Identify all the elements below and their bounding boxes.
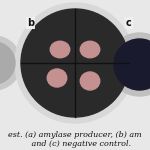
Circle shape [15,3,135,123]
Ellipse shape [80,41,100,58]
Ellipse shape [47,69,67,87]
Ellipse shape [80,72,100,90]
Circle shape [0,36,21,90]
Text: b: b [27,18,34,28]
Circle shape [114,39,150,90]
Circle shape [0,42,15,84]
Circle shape [21,9,129,117]
Text: c: c [126,18,132,28]
Ellipse shape [50,41,70,58]
Circle shape [108,33,150,96]
Text: est. (a) amylase producer, (b) am
     and (c) negative control.: est. (a) amylase producer, (b) am and (c… [8,130,142,148]
